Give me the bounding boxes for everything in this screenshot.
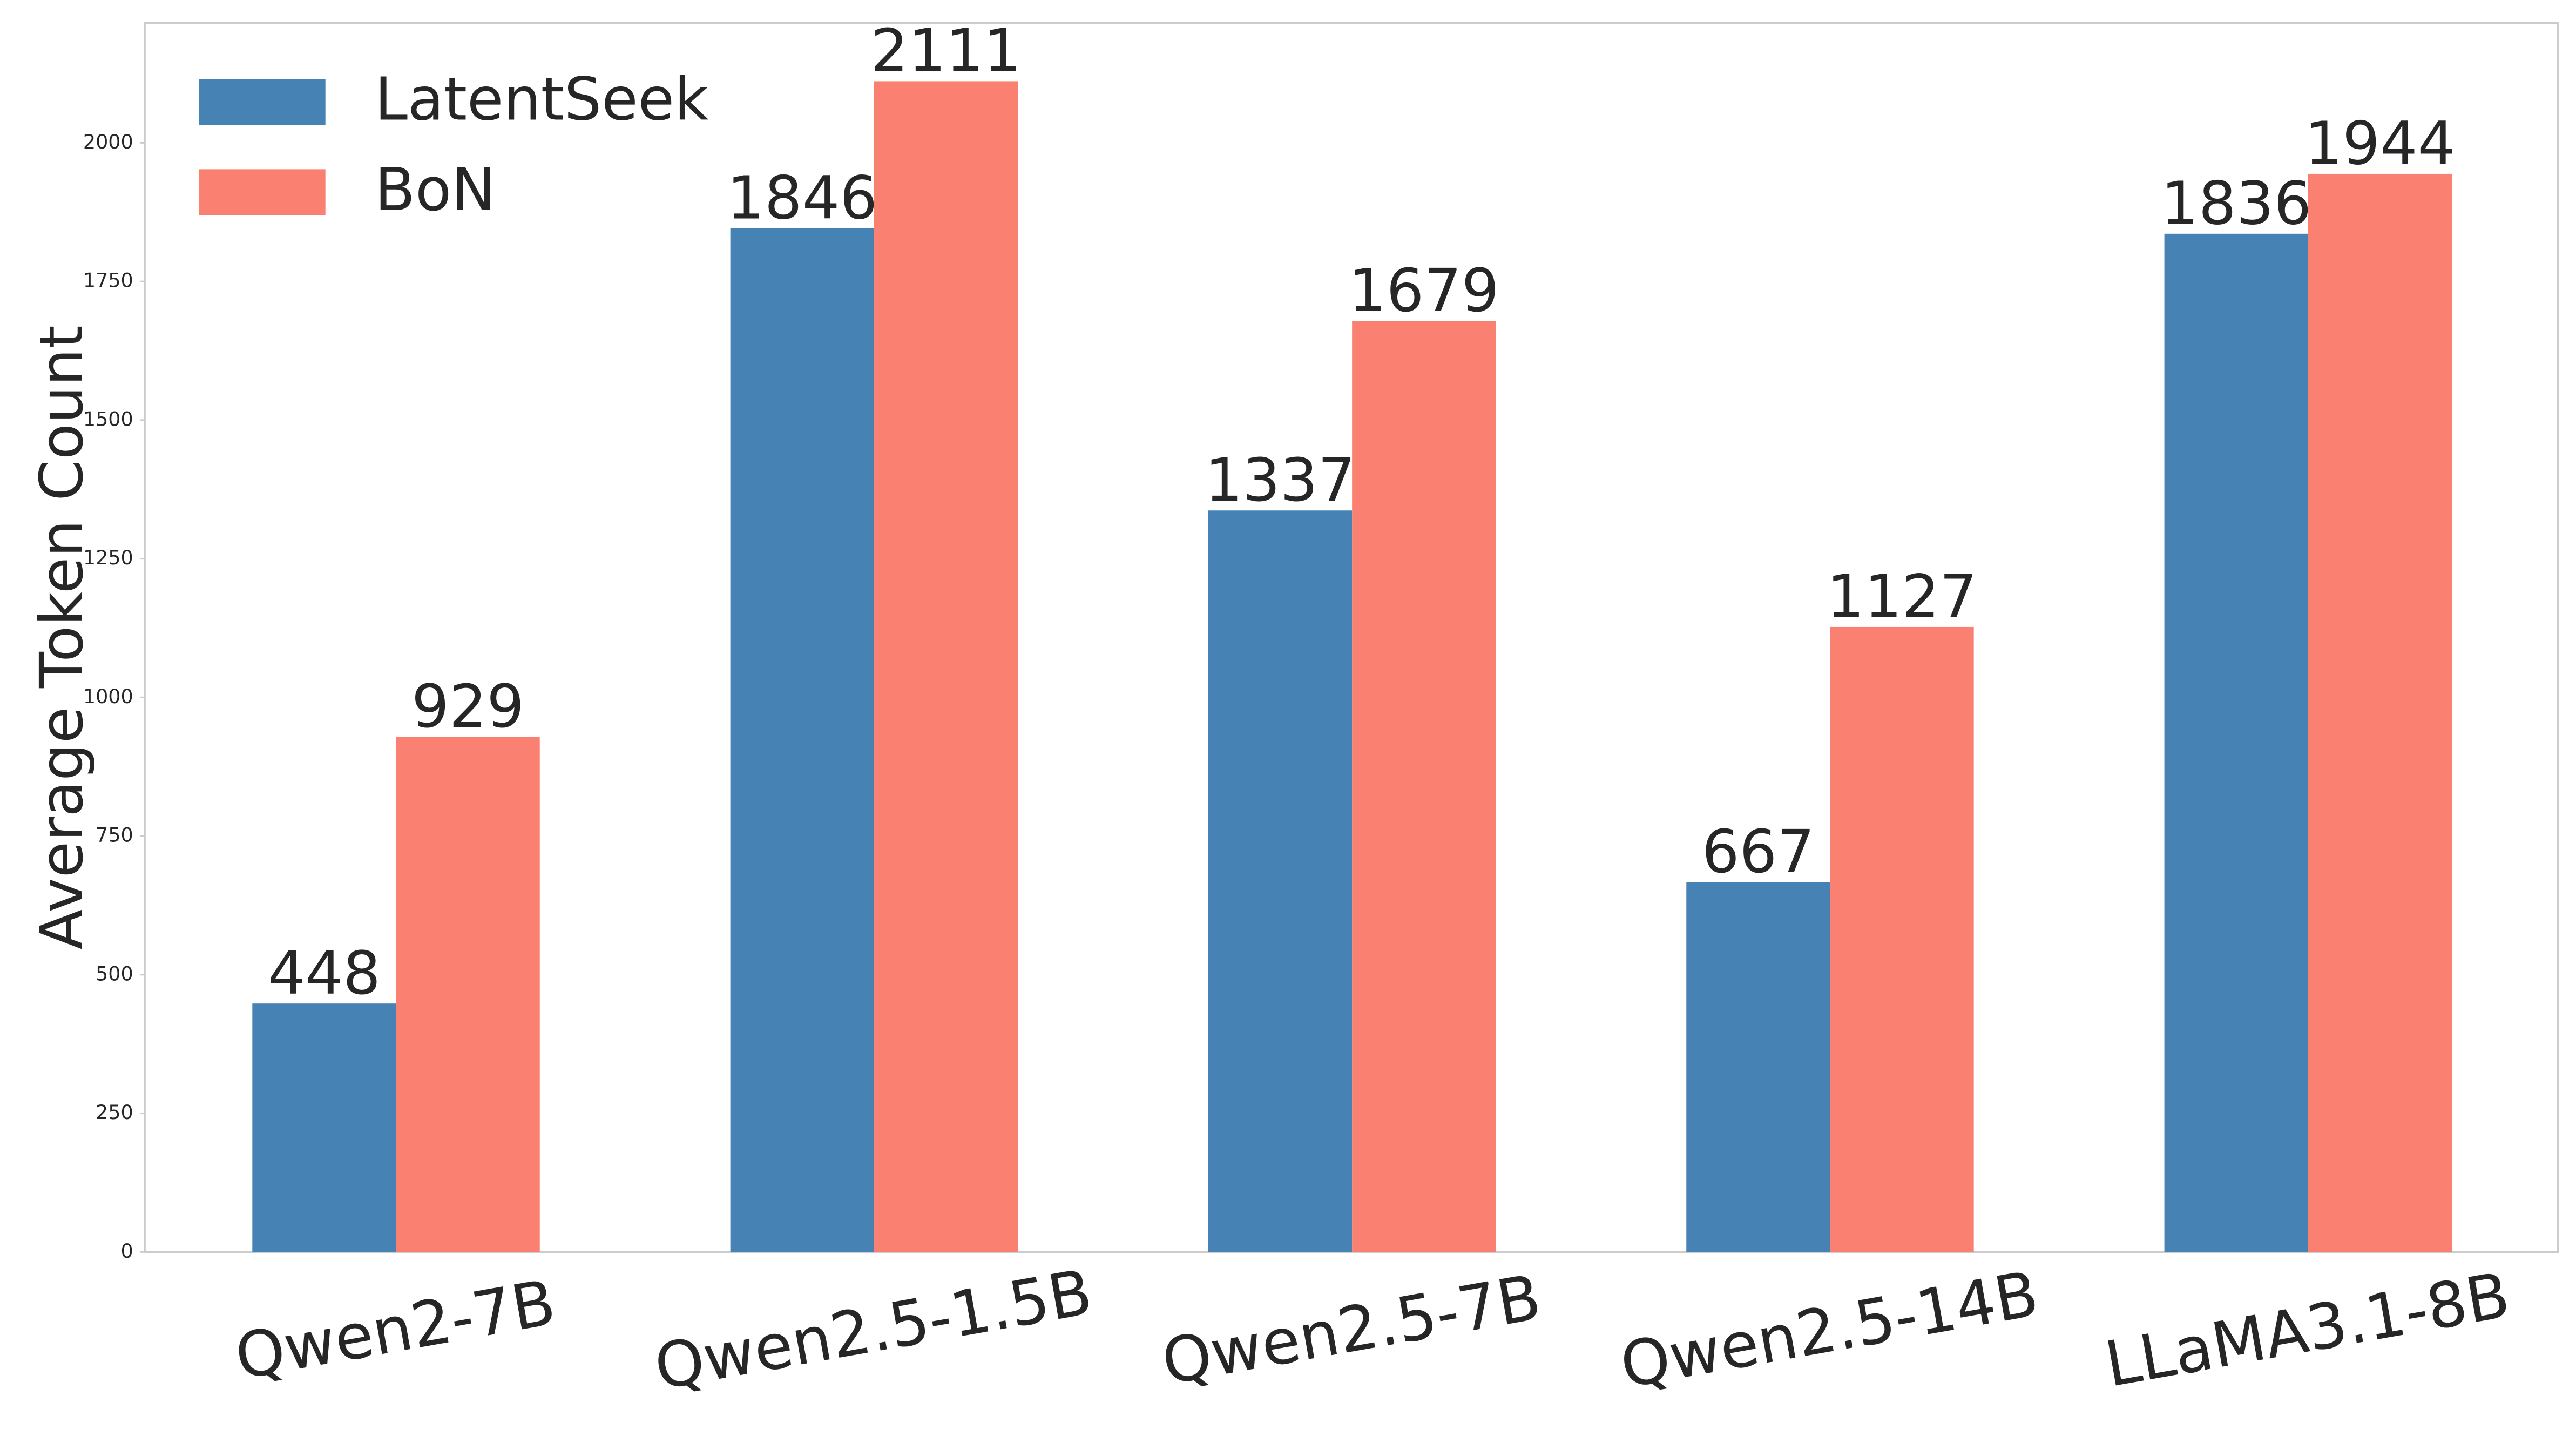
- y-tick-label: 1250: [83, 546, 133, 569]
- y-tick-label: 0: [121, 1239, 133, 1263]
- y-tick-label: 250: [96, 1101, 133, 1124]
- value-label: 1846: [727, 163, 877, 232]
- bar: [1352, 321, 1496, 1252]
- bar: [2164, 233, 2308, 1252]
- y-axis-label: Average Token Count: [27, 325, 96, 949]
- value-label: 929: [411, 672, 524, 741]
- y-tick-label: 1750: [83, 269, 133, 292]
- y-tick-label: 1000: [83, 685, 133, 708]
- bar: [1208, 510, 1353, 1252]
- value-label: 1337: [1205, 446, 1356, 515]
- value-label: 1127: [1827, 562, 1977, 631]
- legend-label: BoN: [375, 155, 496, 224]
- bar: [252, 1003, 396, 1252]
- y-tick-label: 2000: [83, 130, 133, 153]
- bar: [2308, 173, 2452, 1252]
- bar: [874, 81, 1018, 1252]
- bar: [1686, 882, 1830, 1252]
- value-label: 2111: [871, 16, 1022, 85]
- value-label: 667: [1702, 817, 1815, 886]
- value-label: 1679: [1349, 256, 1499, 325]
- value-label: 448: [268, 939, 381, 1008]
- legend-label: LatentSeek: [375, 64, 709, 133]
- y-tick-label: 500: [96, 962, 133, 985]
- bar: [396, 737, 540, 1252]
- bar: [730, 228, 874, 1252]
- value-label: 1944: [2305, 109, 2456, 178]
- y-tick-label: 1500: [83, 407, 133, 430]
- y-tick-label: 750: [96, 824, 133, 847]
- value-label: 1836: [2161, 169, 2311, 238]
- bar: [1830, 626, 1974, 1252]
- legend-swatch: [199, 79, 326, 125]
- legend-swatch: [199, 169, 326, 215]
